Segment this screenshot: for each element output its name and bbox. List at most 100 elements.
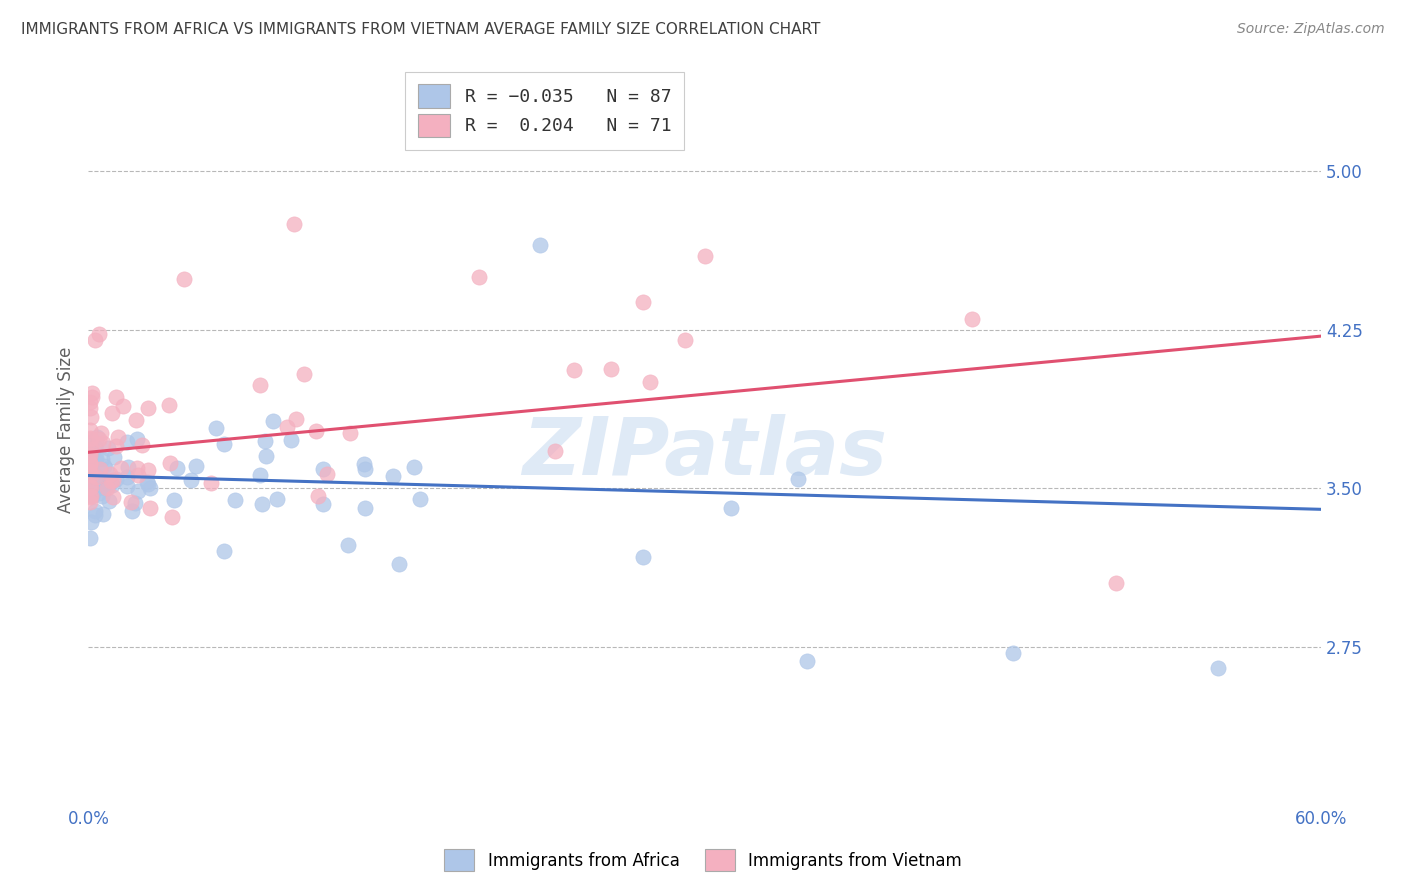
Point: [96, 482, 118, 496]
Point: [125, 432, 148, 446]
Point: [960, 312, 983, 326]
Point: [87, 486, 110, 500]
Point: [253, 434, 276, 448]
Point: [136, 401, 159, 416]
Point: [468, 269, 491, 284]
Point: [266, 492, 288, 507]
Point: [276, 419, 298, 434]
Point: [79, 480, 101, 494]
Point: [173, 272, 195, 286]
Legend: Immigrants from Africa, Immigrants from Vietnam: Immigrants from Africa, Immigrants from …: [436, 841, 970, 880]
Point: [80, 490, 103, 504]
Point: [212, 543, 235, 558]
Point: [79, 448, 101, 462]
Point: [84, 333, 107, 347]
Point: [631, 550, 654, 565]
Point: [544, 443, 567, 458]
Point: [84, 452, 107, 467]
Point: [86, 481, 108, 495]
Point: [354, 500, 377, 515]
Point: [80, 445, 103, 459]
Point: [159, 456, 181, 470]
Point: [124, 496, 146, 510]
Point: [84, 508, 107, 522]
Point: [79, 484, 101, 499]
Point: [564, 363, 586, 377]
Point: [224, 492, 246, 507]
Point: [98, 467, 121, 481]
Point: [121, 504, 143, 518]
Point: [80, 432, 103, 446]
Point: [79, 456, 101, 470]
Point: [104, 439, 127, 453]
Point: [529, 238, 551, 252]
Point: [93, 458, 115, 473]
Point: [79, 480, 101, 494]
Point: [280, 433, 302, 447]
Point: [115, 435, 138, 450]
Point: [388, 557, 411, 571]
Point: [98, 475, 121, 490]
Point: [107, 430, 129, 444]
Point: [249, 378, 271, 392]
Point: [79, 476, 101, 491]
Point: [339, 425, 361, 440]
Point: [163, 493, 186, 508]
Point: [79, 423, 101, 437]
Point: [79, 467, 101, 482]
Point: [79, 456, 101, 470]
Point: [79, 448, 101, 462]
Point: [125, 461, 148, 475]
Point: [79, 442, 101, 456]
Point: [787, 472, 810, 486]
Text: ZIPatlas: ZIPatlas: [522, 414, 887, 491]
Point: [79, 470, 101, 484]
Point: [80, 515, 103, 529]
Point: [79, 495, 101, 509]
Point: [120, 495, 142, 509]
Point: [101, 491, 124, 505]
Point: [84, 475, 107, 490]
Point: [186, 459, 208, 474]
Point: [79, 491, 101, 505]
Point: [79, 401, 101, 416]
Point: [1105, 576, 1128, 591]
Point: [131, 438, 153, 452]
Point: [1001, 646, 1024, 660]
Point: [79, 444, 101, 458]
Point: [284, 411, 307, 425]
Point: [84, 504, 107, 518]
Point: [180, 473, 202, 487]
Point: [115, 470, 138, 484]
Point: [157, 398, 180, 412]
Point: [252, 497, 274, 511]
Point: [90, 426, 112, 441]
Point: [103, 473, 125, 487]
Text: IMMIGRANTS FROM AFRICA VS IMMIGRANTS FROM VIETNAM AVERAGE FAMILY SIZE CORRELATIO: IMMIGRANTS FROM AFRICA VS IMMIGRANTS FRO…: [21, 22, 821, 37]
Point: [103, 450, 125, 464]
Point: [93, 476, 115, 491]
Point: [136, 476, 159, 491]
Point: [100, 474, 122, 488]
Point: [720, 501, 742, 516]
Point: [79, 461, 101, 475]
Text: Source: ZipAtlas.com: Source: ZipAtlas.com: [1237, 22, 1385, 37]
Point: [105, 390, 128, 404]
Point: [112, 400, 135, 414]
Point: [91, 435, 114, 450]
Point: [312, 461, 335, 475]
Y-axis label: Average Family Size: Average Family Size: [58, 347, 75, 513]
Point: [79, 457, 101, 471]
Point: [79, 471, 101, 485]
Point: [205, 421, 228, 435]
Point: [93, 482, 115, 496]
Point: [336, 538, 359, 552]
Point: [1208, 661, 1230, 675]
Point: [117, 460, 139, 475]
Point: [115, 479, 138, 493]
Point: [79, 487, 101, 501]
Point: [86, 469, 108, 483]
Point: [82, 434, 104, 449]
Point: [139, 481, 162, 495]
Point: [97, 441, 120, 455]
